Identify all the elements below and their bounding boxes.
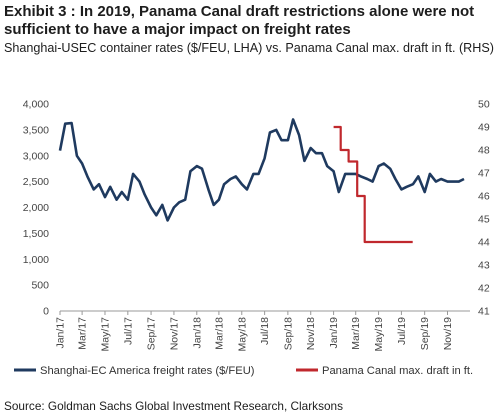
y-left-tick-label: 1,500 <box>23 228 49 240</box>
x-tick-label: Jan/18 <box>191 317 203 349</box>
x-tick-label: May/19 <box>373 317 385 352</box>
y-right-tick-label: 50 <box>478 99 490 111</box>
chart-subtitle: Shanghai-USEC container rates ($/FEU, LH… <box>4 41 494 55</box>
chart-title: Exhibit 3 : In 2019, Panama Canal draft … <box>4 3 475 38</box>
x-tick-label: May/18 <box>236 317 248 352</box>
y-right-tick-label: 49 <box>478 122 490 134</box>
x-tick-label: Nov/19 <box>442 317 454 350</box>
y-left-tick-label: 500 <box>31 280 49 292</box>
x-tick-label: May/17 <box>99 317 111 352</box>
y-right-tick-label: 47 <box>478 168 490 180</box>
canal-draft-line <box>333 125 413 244</box>
x-tick-label: Mar/19 <box>350 317 362 350</box>
y-left-tick-label: 3,000 <box>23 150 49 162</box>
y-axis-left: 0 500 1,000 1,500 2,000 2,500 3,000 3,500 4,000 <box>23 99 49 318</box>
y-left-tick-label: 3,500 <box>23 124 49 136</box>
source-note: Source: Goldman Sachs Global Investment … <box>4 399 343 413</box>
y-right-tick-label: 45 <box>478 214 490 226</box>
x-tick-label: Jan/17 <box>55 317 67 349</box>
legend-label: Panama Canal max. draft in ft. <box>322 365 473 377</box>
x-tick-label: Sep/18 <box>282 317 294 350</box>
y-axis-right: 41 42 43 44 45 46 47 48 49 50 <box>478 99 490 318</box>
y-left-tick-label: 0 <box>43 306 49 318</box>
x-tick-label: Nov/17 <box>168 317 180 350</box>
x-tick-label: Jul/19 <box>396 317 408 345</box>
legend-label: Shanghai-EC America freight rates ($/FEU… <box>40 365 255 377</box>
legend: Shanghai-EC America freight rates ($/FEU… <box>14 365 473 377</box>
y-right-tick-label: 41 <box>478 306 490 318</box>
x-tick-label: Jan/19 <box>328 317 340 349</box>
x-axis: Jan/17 Mar/17 May/17 Jul/17 Sep/17 Nov/17 Jan/… <box>55 311 454 352</box>
x-tick-label: Mar/17 <box>77 317 89 350</box>
x-tick-label: Nov/18 <box>305 317 317 350</box>
x-tick-label: Jul/17 <box>122 317 134 345</box>
y-left-tick-label: 2,000 <box>23 202 49 214</box>
y-left-tick-label: 4,000 <box>23 99 49 111</box>
y-right-tick-label: 44 <box>478 237 490 249</box>
x-tick-label: Jul/18 <box>259 317 271 345</box>
x-tick-label: Sep/17 <box>146 317 158 350</box>
x-tick-label: Mar/18 <box>213 317 225 350</box>
freight-rate-line <box>58 118 465 222</box>
series-lines <box>58 118 465 244</box>
y-right-tick-label: 42 <box>478 283 490 295</box>
y-right-tick-label: 48 <box>478 145 490 157</box>
y-right-tick-label: 46 <box>478 191 490 203</box>
x-tick-label: Sep/19 <box>419 317 431 350</box>
y-left-tick-label: 2,500 <box>23 176 49 188</box>
y-left-tick-label: 1,000 <box>23 254 49 266</box>
y-right-tick-label: 43 <box>478 260 490 272</box>
